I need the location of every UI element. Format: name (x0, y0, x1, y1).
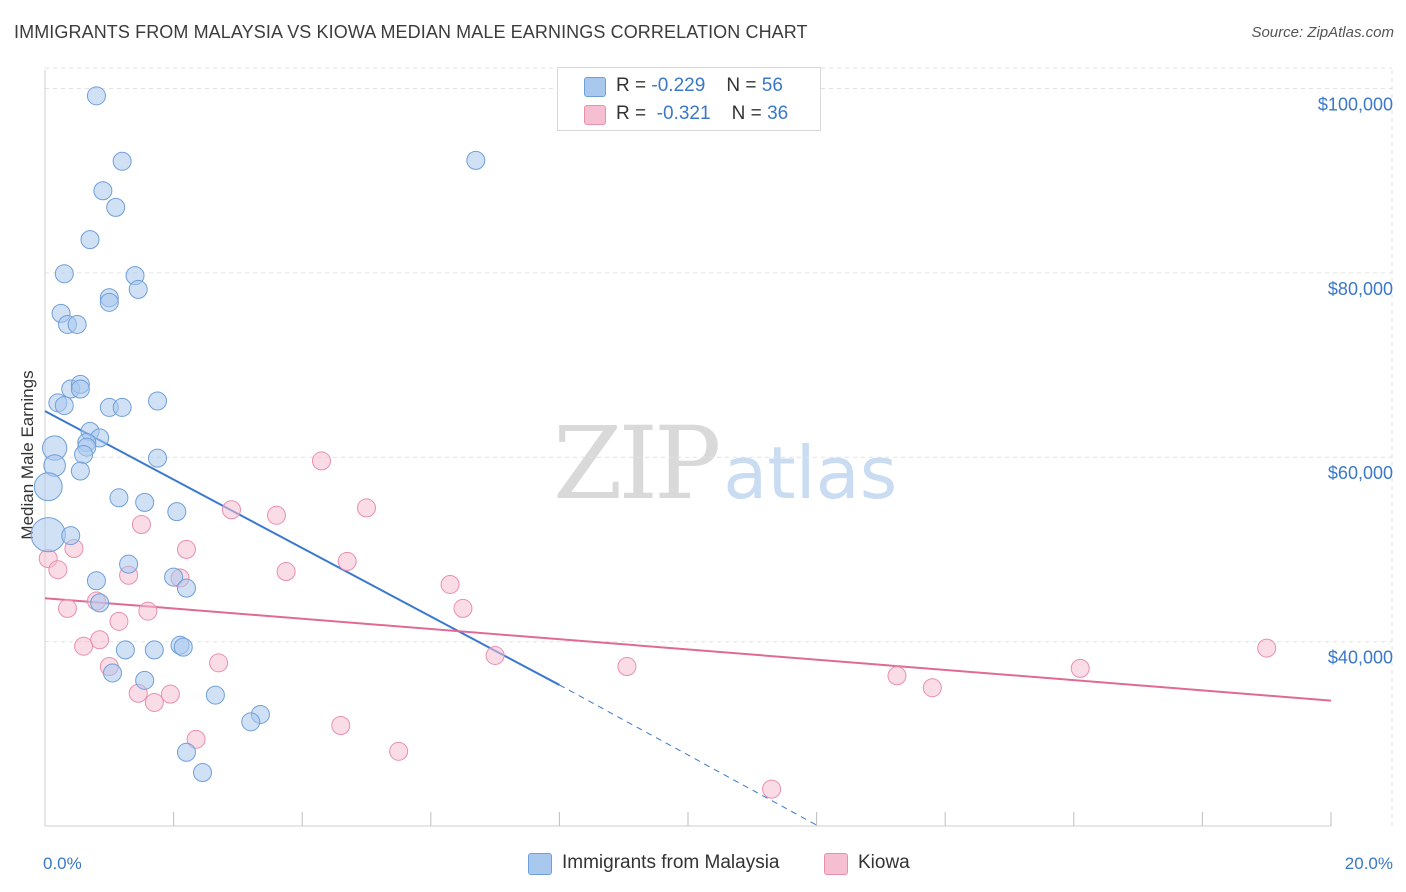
y-tick-label: $100,000 (1318, 94, 1393, 114)
malaysia-point (91, 594, 109, 612)
grid-lines (45, 68, 1392, 826)
kiowa-point (1071, 659, 1089, 677)
malaysia-point (113, 152, 131, 170)
legend-text-malaysia: R = -0.229 N = 56 (616, 75, 783, 97)
data-points (31, 87, 1276, 798)
malaysia-point (113, 398, 131, 416)
kiowa-point (1258, 639, 1276, 657)
malaysia-point (174, 638, 192, 656)
kiowa-point (91, 631, 109, 649)
kiowa-point (110, 612, 128, 630)
malaysia-point (31, 518, 65, 552)
malaysia-point (149, 392, 167, 410)
legend-label-malaysia: Immigrants from Malaysia (562, 852, 780, 874)
legend-swatch-pink (824, 853, 848, 875)
malaysia-point (168, 503, 186, 521)
malaysia-point (467, 151, 485, 169)
kiowa-point (49, 561, 67, 579)
kiowa-point (75, 637, 93, 655)
malaysia-point (149, 449, 167, 467)
series-legend: Immigrants from Malaysia Kiowa (0, 851, 1406, 877)
malaysia-point (194, 764, 212, 782)
malaysia-point (177, 579, 195, 597)
axes (45, 70, 1331, 826)
malaysia-point (110, 489, 128, 507)
kiowa-point (177, 540, 195, 558)
tick-labels: $40,000 $60,000 $80,000 $100,000 0.0% 20.0% (43, 94, 1393, 873)
malaysia-point (104, 664, 122, 682)
malaysia-point (71, 462, 89, 480)
r-value-malaysia: -0.229 (651, 75, 705, 96)
n-value-kiowa: 36 (767, 103, 788, 124)
malaysia-point (242, 713, 260, 731)
kiowa-point (454, 599, 472, 617)
r-value-kiowa: -0.321 (657, 103, 711, 124)
kiowa-point (59, 599, 77, 617)
malaysia-point (177, 743, 195, 761)
malaysia-point (136, 493, 154, 511)
malaysia-point (55, 265, 73, 283)
legend-swatch-blue (584, 77, 606, 97)
kiowa-point (267, 506, 285, 524)
malaysia-point (81, 231, 99, 249)
kiowa-point (763, 780, 781, 798)
malaysia-point (100, 293, 118, 311)
malaysia-point (94, 182, 112, 200)
r-label: R = (616, 103, 646, 124)
kiowa-point (222, 501, 240, 519)
kiowa-point (390, 742, 408, 760)
malaysia-point (34, 473, 62, 501)
r-label: R = (616, 75, 646, 96)
y-tick-label: $40,000 (1328, 648, 1393, 668)
malaysia-point (87, 87, 105, 105)
malaysia-point (87, 572, 105, 590)
kiowa-point (132, 516, 150, 534)
legend-swatch-blue (528, 853, 552, 875)
malaysia-trend-extension (559, 685, 816, 825)
y-tick-label: $60,000 (1328, 463, 1393, 483)
malaysia-point (71, 380, 89, 398)
malaysia-point (206, 686, 224, 704)
kiowa-point (145, 693, 163, 711)
legend-label-kiowa: Kiowa (858, 852, 910, 874)
kiowa-point (139, 602, 157, 620)
malaysia-point (68, 315, 86, 333)
n-value-malaysia: 56 (762, 75, 783, 96)
malaysia-point (55, 397, 73, 415)
kiowa-point (332, 717, 350, 735)
malaysia-point (75, 445, 93, 463)
kiowa-point (161, 685, 179, 703)
kiowa-point (486, 646, 504, 664)
malaysia-point (145, 641, 163, 659)
malaysia-point (129, 280, 147, 298)
kiowa-point (923, 679, 941, 697)
n-label: N = (732, 103, 762, 124)
legend-swatch-pink (584, 105, 606, 125)
kiowa-point (277, 563, 295, 581)
legend-text-kiowa: R = -0.321 N = 36 (616, 103, 788, 125)
malaysia-point (116, 641, 134, 659)
kiowa-point (358, 499, 376, 517)
kiowa-point (888, 667, 906, 685)
n-label: N = (726, 75, 756, 96)
y-tick-label: $80,000 (1328, 279, 1393, 299)
kiowa-point (441, 575, 459, 593)
trend-lines (45, 411, 1331, 825)
kiowa-point (312, 452, 330, 470)
scatter-plot: $40,000$60,000$80,000$100,0000.0% 20.0% (0, 0, 1406, 892)
kiowa-point (210, 654, 228, 672)
kiowa-point (618, 658, 636, 676)
malaysia-point (120, 555, 138, 573)
malaysia-point (107, 198, 125, 216)
kiowa-trend-line (45, 598, 1331, 700)
malaysia-point (62, 527, 80, 545)
malaysia-point (136, 671, 154, 689)
kiowa-point (338, 552, 356, 570)
correlation-legend: R = -0.229 N = 56 R = -0.321 N = 36 (557, 67, 821, 131)
